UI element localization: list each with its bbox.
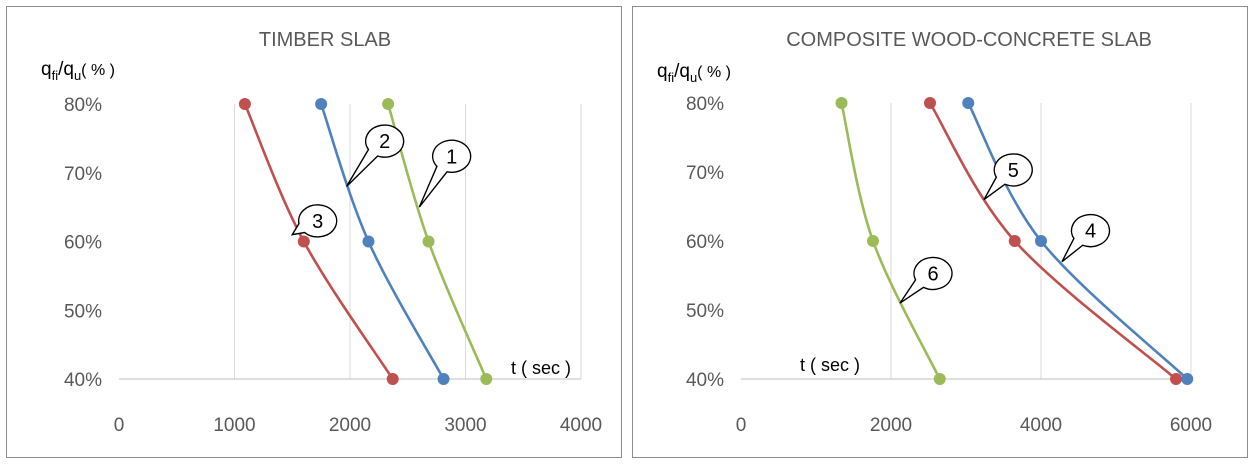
callout-bubble	[290, 204, 338, 238]
y-tick-label: 40%	[64, 370, 102, 391]
data-point-4	[962, 97, 975, 109]
x-axis-label: t ( sec )	[511, 358, 571, 378]
data-point-2	[315, 98, 328, 110]
y-tick-label: 50%	[686, 301, 724, 322]
y-axis-label-sub2: u	[74, 68, 81, 83]
x-tick-layer: 0 1000 2000 3000 4000	[114, 415, 602, 436]
y-axis-label-sub2: u	[690, 70, 697, 85]
data-point-1	[480, 373, 493, 385]
callout-bubble	[345, 124, 405, 187]
x-axis-label: t ( sec )	[800, 355, 860, 375]
y-axis-label-main: q	[657, 61, 668, 82]
callout-label: 6	[927, 263, 938, 285]
x-tick-label: 0	[736, 415, 747, 436]
callout-layer: 1 2 3	[290, 124, 472, 238]
data-point-3	[238, 98, 251, 110]
callout-label: 2	[379, 131, 390, 153]
y-tick-label: 70%	[64, 164, 102, 185]
y-axis-label-tail: ( % )	[81, 62, 115, 79]
callout-label: 1	[446, 146, 457, 168]
data-point-3	[386, 373, 399, 385]
data-point-5	[924, 97, 936, 109]
callout-bubble	[983, 153, 1033, 201]
y-tick-label: 60%	[64, 233, 102, 254]
callout-bubble	[418, 139, 472, 208]
y-axis-label-sub: fi	[52, 68, 59, 83]
y-axis-label-tail: ( % )	[697, 64, 731, 81]
x-tick-label: 2000	[870, 415, 912, 436]
y-tick-label: 70%	[686, 163, 724, 184]
callout-bubble	[899, 256, 953, 304]
grid-layer	[741, 103, 1192, 380]
y-tick-label: 60%	[686, 232, 724, 253]
composite-slab-chart-svg: COMPOSITE WOOD-CONCRETE SLAB qfi/qu( % )…	[657, 29, 1212, 436]
y-tick-layer: 40% 50% 60% 70% 80%	[64, 95, 102, 391]
y-axis-label-sep: /q	[58, 59, 74, 80]
grid-layer	[119, 104, 582, 380]
y-tick-label: 50%	[64, 301, 102, 322]
data-point-6	[867, 235, 879, 247]
data-point-2	[362, 235, 375, 248]
data-point-5	[1008, 235, 1021, 247]
x-tick-label: 4000	[1020, 415, 1062, 436]
x-tick-label: 4000	[560, 415, 602, 436]
x-tick-label: 6000	[1170, 415, 1212, 436]
y-tick-label: 40%	[686, 370, 724, 391]
data-point-4	[1181, 373, 1194, 385]
x-tick-label: 2000	[329, 415, 371, 436]
y-axis-label: qfi/qu( % )	[657, 61, 731, 85]
data-point-1	[422, 235, 435, 248]
y-tick-label: 80%	[64, 95, 102, 116]
y-axis-label: qfi/qu( % )	[41, 59, 115, 83]
y-axis-label-main: q	[41, 59, 52, 80]
chart-title: COMPOSITE WOOD-CONCRETE SLAB	[786, 29, 1152, 51]
data-point-1	[382, 98, 395, 110]
callout-label: 4	[1085, 221, 1096, 243]
x-tick-label: 3000	[444, 415, 486, 436]
callout-label: 5	[1008, 160, 1019, 182]
composite-slab-chart: COMPOSITE WOOD-CONCRETE SLAB qfi/qu( % )…	[632, 6, 1248, 458]
series-layer	[835, 97, 1194, 385]
x-tick-layer: 0 2000 4000 6000	[736, 415, 1212, 436]
data-point-6	[835, 97, 848, 109]
x-tick-label: 0	[114, 415, 125, 436]
data-point-6	[933, 373, 946, 385]
callout-layer: 4 5 6	[899, 153, 1111, 304]
timber-slab-chart-svg: TIMBER SLAB qfi/qu( % ) 40%50%60%70%80% …	[41, 29, 602, 436]
y-axis-label-sep: /q	[674, 61, 690, 82]
y-axis-label-sub: fi	[668, 70, 675, 85]
callout-label: 3	[312, 211, 323, 233]
chart-title: TIMBER SLAB	[259, 29, 391, 51]
data-point-3	[297, 235, 310, 248]
y-tick-layer: 40% 50% 60% 70% 80%	[686, 94, 724, 391]
x-tick-label: 1000	[213, 415, 255, 436]
timber-slab-chart: TIMBER SLAB qfi/qu( % ) 40% 50% 60% 70% 80% …	[6, 6, 622, 458]
data-point-4	[1035, 235, 1047, 247]
y-tick-label: 80%	[686, 94, 724, 115]
callout-bubble	[1061, 213, 1111, 263]
data-point-2	[437, 373, 450, 385]
data-point-5	[1170, 373, 1182, 385]
